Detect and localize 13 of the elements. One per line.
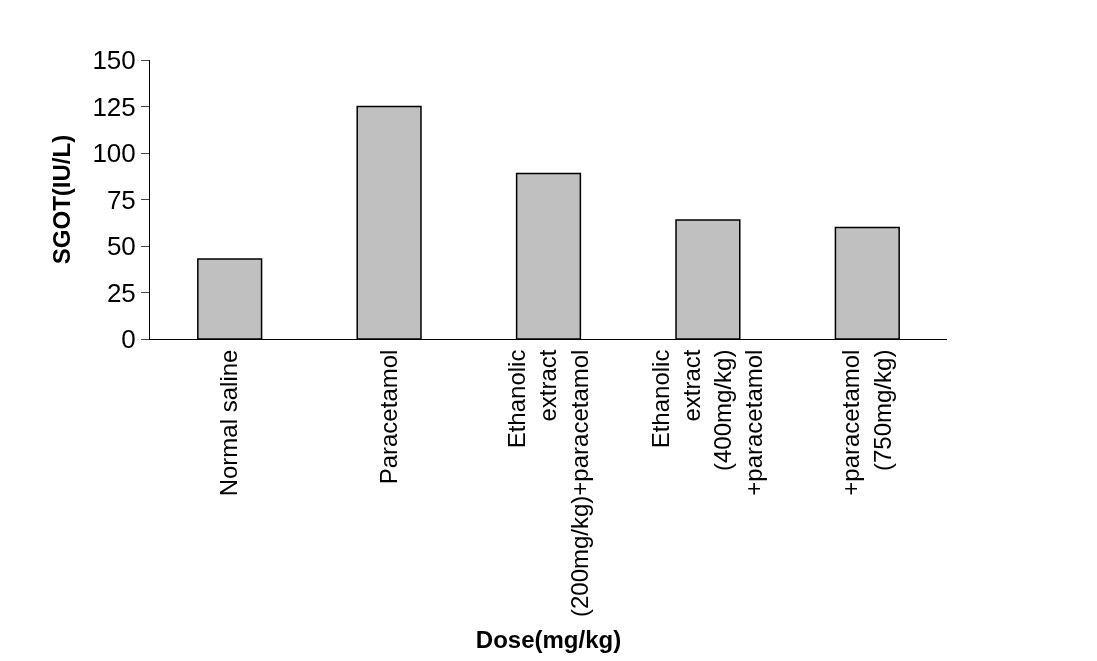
y-tick-label: 75 [106,184,136,215]
x-tick-label: Paracetamol [374,349,402,485]
x-tick-label: Ethanolic extract (200mg/kg)+paracetamol [503,349,593,618]
y-tick-label: 25 [106,277,136,308]
y-tick-label: 0 [121,324,136,355]
y-tick-label: 100 [92,138,136,169]
y-tick-label: 50 [106,231,136,262]
x-axis-title: Dose(mg/kg) [475,626,622,654]
y-tick-label: 150 [92,45,136,76]
y-axis-title: SGOT(IU/L) [47,134,75,265]
y-tick-label: 125 [92,91,136,122]
x-tick-label: Normal saline [215,349,243,497]
x-tick-label: +paracetamol (750mg/kg) [837,349,896,496]
